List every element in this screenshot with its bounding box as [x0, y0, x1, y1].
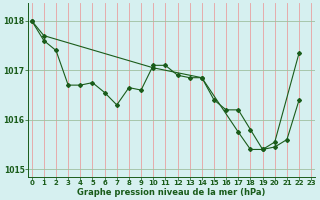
X-axis label: Graphe pression niveau de la mer (hPa): Graphe pression niveau de la mer (hPa) [77, 188, 266, 197]
